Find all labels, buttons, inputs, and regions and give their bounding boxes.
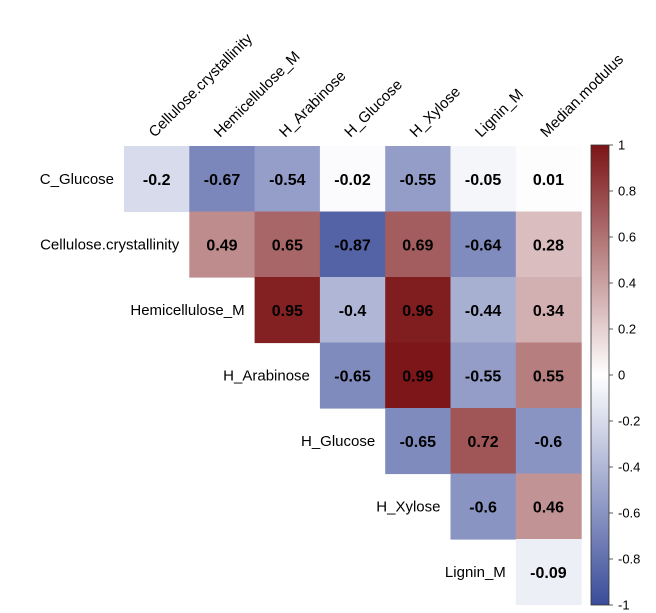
row-label: H_Xylose (376, 498, 440, 515)
cell-value-label: -0.55 (400, 172, 437, 189)
heatmap-cell (450, 342, 517, 409)
heatmap-cell (450, 146, 517, 213)
heatmap-cell (254, 146, 321, 213)
cell-value-label: -0.65 (334, 368, 371, 385)
colorbar-tick-label: -1 (618, 598, 630, 613)
heatmap-cell (319, 211, 386, 278)
cell-value-label: 0.01 (533, 172, 564, 189)
column-label: H_Arabinose (276, 67, 349, 140)
cell-value-label: -0.6 (469, 499, 497, 516)
row-labels: C_Glucose Cellulose.crystallinity Hemicell… (40, 171, 506, 581)
column-labels: Cellulose.crystallinityHemicellulose_MH_… (146, 30, 628, 141)
cell-value-label: 0.49 (206, 237, 237, 254)
cell-value-label: -0.65 (400, 434, 437, 451)
cell-value-label: 0.95 (272, 303, 303, 320)
heatmap-cell (450, 408, 517, 475)
cell-value-label: 0.55 (533, 368, 564, 385)
heatmap-cell (385, 277, 452, 344)
column-label: Cellulose.crystallinity (146, 30, 257, 141)
heatmap-cell (515, 408, 582, 475)
heatmap-cells: -0.2 -0.67 -0.54 -0.02 -0.55 -0.05 0.01 0.49 0.6… (124, 146, 582, 606)
colorbar-tick-label: 0.4 (618, 276, 636, 291)
heatmap-cell (450, 473, 517, 540)
cell-value-label: 0.34 (533, 303, 564, 320)
row-label: H_Glucose (301, 433, 375, 450)
colorbar-tick-label: -0.2 (618, 414, 640, 429)
column-label: H_Glucose (341, 76, 405, 140)
heatmap-cell (515, 211, 582, 278)
heatmap-cell (319, 146, 386, 213)
colorbar-tick-label: 1 (618, 138, 625, 153)
heatmap-cell (385, 146, 452, 213)
row-label: Hemicellulose_M (130, 302, 244, 319)
heatmap-cell (515, 539, 582, 606)
heatmap-cell (515, 277, 582, 344)
row-label: Cellulose.crystallinity (40, 236, 180, 253)
cell-value-label: 0.28 (533, 237, 564, 254)
cell-value-label: 0.99 (402, 368, 433, 385)
heatmap-cell (515, 473, 582, 540)
cell-value-label: 0.46 (533, 499, 564, 516)
row-label: H_Arabinose (223, 367, 310, 384)
cell-value-label: 0.69 (402, 237, 433, 254)
heatmap-cell (450, 211, 517, 278)
cell-value-label: -0.67 (204, 172, 241, 189)
cell-value-label: -0.05 (465, 172, 502, 189)
cell-value-label: -0.6 (535, 434, 563, 451)
heatmap-cell (319, 342, 386, 409)
heatmap-cell (450, 277, 517, 344)
colorbar-tick-label: 0.2 (618, 322, 636, 337)
heatmap-cell (385, 342, 452, 409)
cell-value-label: 0.65 (272, 237, 303, 254)
row-label: C_Glucose (40, 171, 114, 188)
heatmap-cell (515, 146, 582, 213)
colorbar-tick-label: -0.6 (618, 506, 640, 521)
column-label: Lignin_M (472, 86, 527, 141)
heatmap-cell (189, 146, 256, 213)
heatmap-cell (124, 146, 190, 213)
cell-value-label: 0.96 (402, 303, 433, 320)
row-label: Lignin_M (445, 564, 506, 581)
heatmap-cell (319, 277, 386, 344)
cell-value-label: -0.44 (465, 303, 502, 320)
colorbar-tick-label: 0 (618, 368, 625, 383)
colorbar-tick-label: 0.6 (618, 230, 636, 245)
colorbar: 1 0.8 0.6 0.4 0.2 0 -0.2 -0.4 -0.6 -0.8 -1 (590, 138, 640, 613)
cell-value-label: 0.72 (468, 434, 499, 451)
cell-value-label: -0.54 (269, 172, 306, 189)
heatmap-cell (385, 408, 452, 475)
cell-value-label: -0.55 (465, 368, 502, 385)
heatmap-cell (515, 342, 582, 409)
cell-value-label: -0.02 (334, 172, 371, 189)
column-label: Median.modulus (537, 51, 627, 141)
heatmap-cell (254, 277, 321, 344)
colorbar-tick-label: -0.8 (618, 552, 640, 567)
cell-value-label: -0.2 (143, 172, 171, 189)
heatmap-cell (254, 211, 321, 278)
cell-value-label: -0.4 (339, 303, 367, 320)
column-label: H_Xylose (407, 83, 464, 140)
cell-value-label: -0.09 (530, 565, 567, 582)
heatmap-cell (189, 211, 256, 278)
heatmap-cell (385, 211, 452, 278)
colorbar-gradient (590, 144, 610, 606)
colorbar-tick-label: -0.4 (618, 460, 640, 475)
cell-value-label: -0.87 (334, 237, 371, 254)
colorbar-tick-label: 0.8 (618, 184, 636, 199)
cell-value-label: -0.64 (465, 237, 502, 254)
